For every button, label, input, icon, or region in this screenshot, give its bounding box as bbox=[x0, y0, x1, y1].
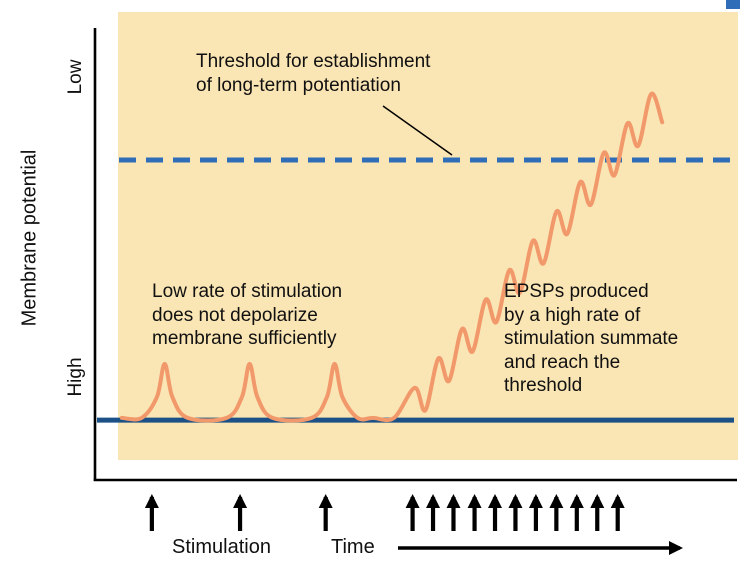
stimulation-arrows bbox=[144, 494, 625, 531]
stimulation-label: Stimulation bbox=[172, 536, 271, 558]
y-axis-label: Membrane potential bbox=[18, 149, 41, 327]
low-rate-annotation: Low rate of stimulation does not depolar… bbox=[152, 281, 343, 350]
high-rate-annotation: EPSPs produced by a high rate of stimula… bbox=[504, 281, 679, 397]
plot-panel bbox=[118, 12, 738, 460]
epsp-curve bbox=[119, 91, 665, 423]
y-tick-high: High bbox=[65, 357, 87, 397]
threshold-pointer-line bbox=[382, 105, 453, 156]
threshold-annotation: Threshold for establishment of long-term… bbox=[196, 51, 431, 96]
corner-decoration bbox=[726, 0, 740, 9]
time-label: Time bbox=[331, 536, 375, 558]
y-tick-low: Low bbox=[65, 59, 87, 95]
